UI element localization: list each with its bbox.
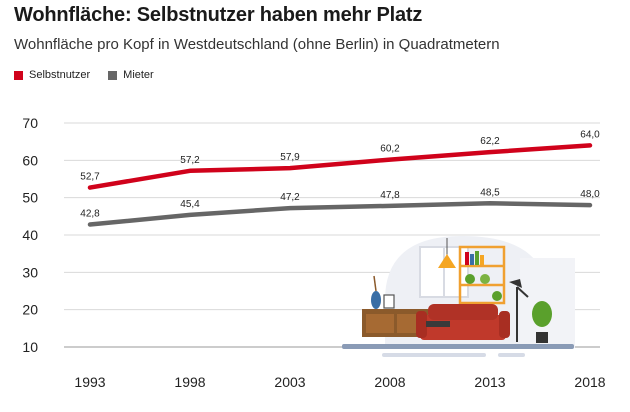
plant-pot bbox=[536, 332, 548, 343]
series bbox=[87, 143, 593, 227]
sofa-back bbox=[428, 304, 498, 320]
data-label: 57,9 bbox=[280, 152, 300, 163]
vase-stem bbox=[373, 275, 377, 292]
data-label: 45,4 bbox=[180, 199, 200, 210]
data-label: 62,2 bbox=[480, 136, 500, 147]
x-tick-label: 2008 bbox=[374, 374, 405, 390]
data-point bbox=[588, 143, 592, 147]
shelf-plant bbox=[480, 274, 490, 284]
book bbox=[480, 255, 484, 265]
y-tick-label: 10 bbox=[22, 339, 38, 355]
floor-line bbox=[382, 353, 486, 357]
picture-frame bbox=[383, 294, 395, 309]
legend-swatch-selbstnutzer bbox=[14, 70, 23, 80]
legend-item-mieter: Mieter bbox=[108, 69, 154, 81]
x-tick-label: 2013 bbox=[474, 374, 505, 390]
data-label: 64,0 bbox=[580, 129, 600, 140]
legend-label-selbstnutzer: Selbstnutzer bbox=[29, 69, 91, 81]
data-labels: 52,7 57,2 57,9 60,2 62,2 64,0 42,8 45,4 47,2 47,8… bbox=[80, 129, 600, 219]
chart-subtitle: Wohnfläche pro Kopf in Westdeutschland (… bbox=[14, 36, 500, 53]
book bbox=[465, 252, 469, 265]
bookshelf bbox=[458, 245, 506, 305]
data-point bbox=[188, 169, 192, 173]
x-axis: 1993 1998 2003 2008 2013 2018 bbox=[74, 374, 605, 390]
data-label: 60,2 bbox=[380, 144, 400, 155]
data-point bbox=[488, 201, 492, 205]
data-label: 48,5 bbox=[480, 187, 500, 198]
x-tick-label: 2003 bbox=[274, 374, 305, 390]
sofa-armrest bbox=[416, 311, 427, 338]
y-tick-label: 60 bbox=[22, 152, 38, 168]
coffee-table bbox=[426, 321, 450, 327]
floor-lamp-arm bbox=[516, 286, 529, 298]
series-line-mieter bbox=[87, 201, 593, 227]
data-label: 57,2 bbox=[180, 155, 200, 166]
data-point bbox=[388, 204, 392, 208]
potted-tree bbox=[532, 301, 552, 327]
data-point bbox=[488, 150, 492, 154]
x-tick-label: 2018 bbox=[574, 374, 605, 390]
ceiling-lamp bbox=[438, 254, 456, 268]
x-tick-label: 1998 bbox=[174, 374, 205, 390]
data-point bbox=[388, 158, 392, 162]
shelf-plant bbox=[465, 274, 475, 284]
sideboard-door bbox=[366, 314, 394, 333]
book bbox=[470, 254, 474, 265]
living-room-illustration bbox=[342, 236, 575, 357]
data-label: 52,7 bbox=[80, 172, 100, 183]
y-tick-label: 40 bbox=[22, 227, 38, 243]
data-point bbox=[288, 206, 292, 210]
data-point bbox=[88, 186, 92, 190]
floor-lamp-shade bbox=[509, 279, 522, 288]
data-point bbox=[88, 223, 92, 227]
legend-swatch-mieter bbox=[108, 70, 118, 80]
data-point bbox=[288, 166, 292, 170]
data-label: 47,2 bbox=[280, 192, 300, 203]
data-label: 48,0 bbox=[580, 189, 600, 200]
sofa-armrest bbox=[499, 311, 510, 338]
legend-item-selbstnutzer: Selbstnutzer bbox=[14, 69, 90, 81]
rug bbox=[342, 344, 574, 349]
x-tick-label: 1993 bbox=[74, 374, 105, 390]
floor-line bbox=[498, 353, 525, 357]
chart-title: Wohnfläche: Selbstnutzer haben mehr Plat… bbox=[14, 4, 423, 26]
y-tick-label: 30 bbox=[22, 264, 38, 280]
data-point bbox=[188, 213, 192, 217]
data-point bbox=[588, 203, 592, 207]
y-tick-label: 70 bbox=[22, 115, 38, 131]
book bbox=[475, 251, 479, 265]
y-tick-label: 50 bbox=[22, 190, 38, 206]
legend: Selbstnutzer Mieter bbox=[14, 69, 154, 81]
y-tick-label: 20 bbox=[22, 302, 38, 318]
legend-label-mieter: Mieter bbox=[123, 69, 154, 81]
data-label: 47,8 bbox=[380, 190, 400, 201]
vase bbox=[371, 291, 381, 309]
shelf-plant bbox=[492, 291, 502, 301]
series-line-selbstnutzer bbox=[87, 143, 593, 190]
data-label: 42,8 bbox=[80, 209, 100, 220]
